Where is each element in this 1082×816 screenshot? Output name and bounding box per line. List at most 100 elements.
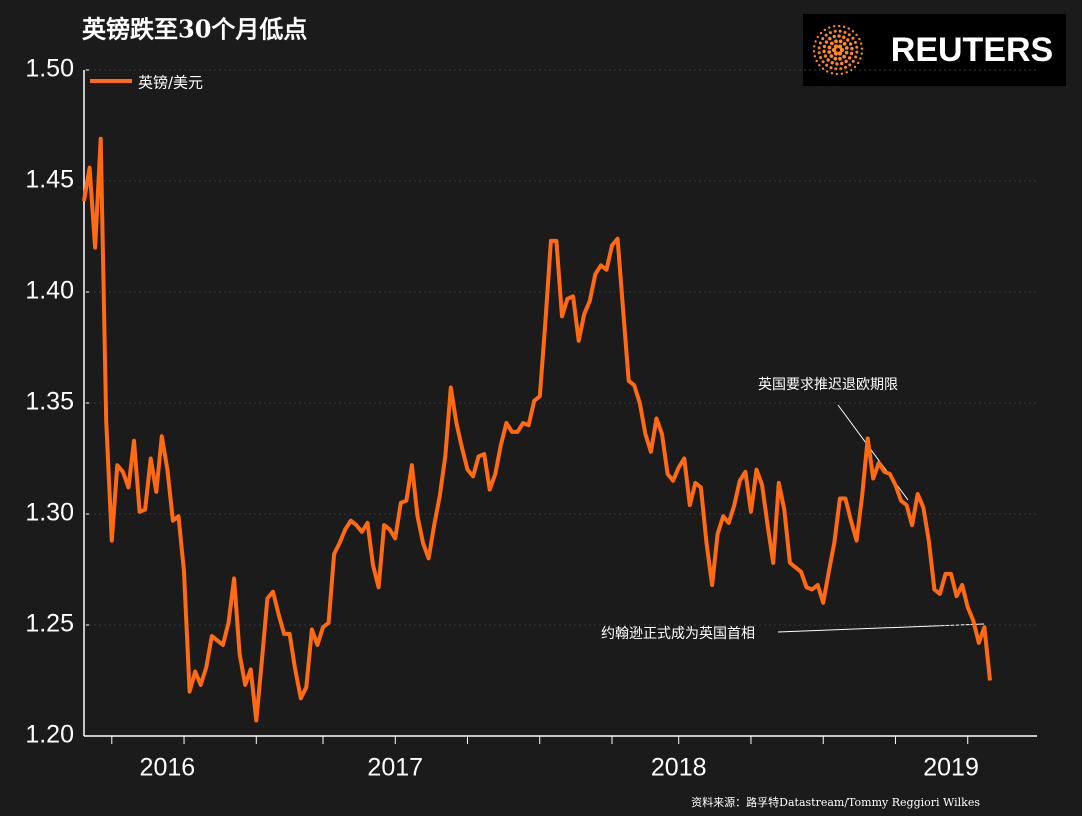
logo-dot	[829, 66, 833, 70]
logo-dot	[821, 60, 825, 64]
logo-dot	[825, 70, 829, 73]
logo-dot	[848, 42, 853, 46]
y-tick-label: 1.50	[25, 55, 74, 83]
logo-dot	[843, 30, 847, 34]
logo-dot	[812, 50, 816, 53]
logo-dot	[816, 35, 820, 39]
logo-dot	[847, 56, 852, 60]
logo-dot	[851, 30, 855, 33]
logo-dot	[834, 39, 838, 44]
logo-box	[803, 14, 1066, 86]
logo-dot	[845, 71, 848, 74]
logo-dot	[840, 72, 844, 75]
logo-dot	[815, 59, 818, 63]
logo-dot	[848, 63, 852, 67]
logo-dot	[840, 61, 844, 66]
logo-dot	[859, 57, 862, 60]
logo-dot	[860, 47, 864, 50]
logo-dot	[838, 29, 842, 33]
logo-dot	[835, 62, 839, 66]
logo-dot	[833, 51, 839, 56]
logo-dot	[829, 54, 834, 59]
logo-dot	[849, 68, 853, 72]
y-tick-label: 1.30	[25, 499, 74, 527]
logo-dot	[860, 52, 863, 55]
logo-dot	[822, 44, 827, 49]
logo-dot	[849, 51, 854, 56]
logo-dot	[856, 61, 860, 65]
logo-dot	[818, 63, 821, 67]
logo-dot	[847, 27, 851, 30]
logo-dot	[822, 49, 826, 54]
logo-text: REUTERS	[891, 31, 1053, 69]
y-tick-label: 1.25	[25, 610, 74, 638]
logo-dot	[855, 33, 858, 37]
x-tick-label: 2019	[923, 754, 979, 782]
logo-dot	[853, 65, 857, 69]
logo-dot	[859, 42, 863, 45]
x-tick-label: 2017	[367, 754, 423, 782]
logo-dot	[832, 25, 836, 28]
annotation: 约翰逊正式成为英国首相	[601, 625, 755, 642]
logo-dot	[818, 41, 822, 45]
logo-dot	[824, 33, 828, 37]
logo-dot	[858, 37, 861, 41]
logo-dot	[835, 72, 839, 76]
logo-dot	[842, 41, 847, 46]
logo-dot	[823, 54, 828, 58]
logo-dot	[830, 61, 834, 65]
logo-dot	[821, 37, 825, 41]
logo-dot	[844, 46, 849, 50]
logo-dot	[813, 45, 816, 48]
logo-dot	[826, 58, 830, 62]
source: 资料来源：路孚特Datastream/Tommy Reggiori Wilkes	[691, 795, 980, 809]
y-tick-label: 1.40	[25, 277, 74, 305]
annotation: 英国要求推迟退欧期限	[758, 376, 898, 393]
logo-dot	[813, 55, 817, 58]
logo-dot	[844, 65, 848, 69]
logo-dot	[830, 72, 834, 75]
logo-dot	[827, 45, 832, 50]
logo: REUTERS	[803, 14, 1066, 86]
legend-label: 英镑/美元	[138, 74, 203, 92]
logo-dot	[855, 50, 859, 54]
logo-dot	[827, 50, 832, 54]
logo-dot	[825, 63, 829, 67]
logo-dot	[847, 33, 851, 37]
logo-dot	[851, 36, 855, 40]
logo-dot	[817, 51, 821, 55]
x-tick-label: 2018	[651, 754, 707, 782]
logo-dot	[853, 40, 857, 44]
logo-dot	[828, 26, 831, 29]
logo-dot	[823, 28, 827, 32]
logo-dot	[833, 44, 839, 49]
logo-dot	[814, 40, 817, 43]
logo-dot	[819, 56, 823, 60]
logo-dot	[839, 47, 845, 53]
logo-dot	[846, 38, 850, 42]
logo-dot	[844, 59, 848, 64]
logo-dot	[838, 39, 843, 44]
logo-dot	[837, 34, 841, 38]
y-tick-label: 1.35	[25, 388, 74, 416]
y-tick-label: 1.45	[25, 166, 74, 194]
logo-dot	[828, 36, 832, 41]
logo-dot	[838, 56, 842, 61]
logo-dot	[829, 41, 834, 46]
logo-dot	[831, 47, 837, 53]
logo-dot	[824, 40, 829, 44]
y-tick-label: 1.20	[25, 721, 74, 749]
logo-dot	[842, 25, 846, 28]
logo-dot	[828, 31, 832, 35]
logo-dot	[817, 46, 821, 50]
logo-dot	[850, 46, 854, 51]
x-tick-label: 2016	[140, 754, 196, 782]
chart-title: 英镑跌至30个月低点	[82, 15, 307, 44]
line	[82, 136, 992, 723]
logo-dot	[842, 35, 846, 39]
logo-dot	[833, 56, 838, 61]
logo-dot	[819, 31, 823, 35]
logo-dot	[844, 50, 849, 55]
